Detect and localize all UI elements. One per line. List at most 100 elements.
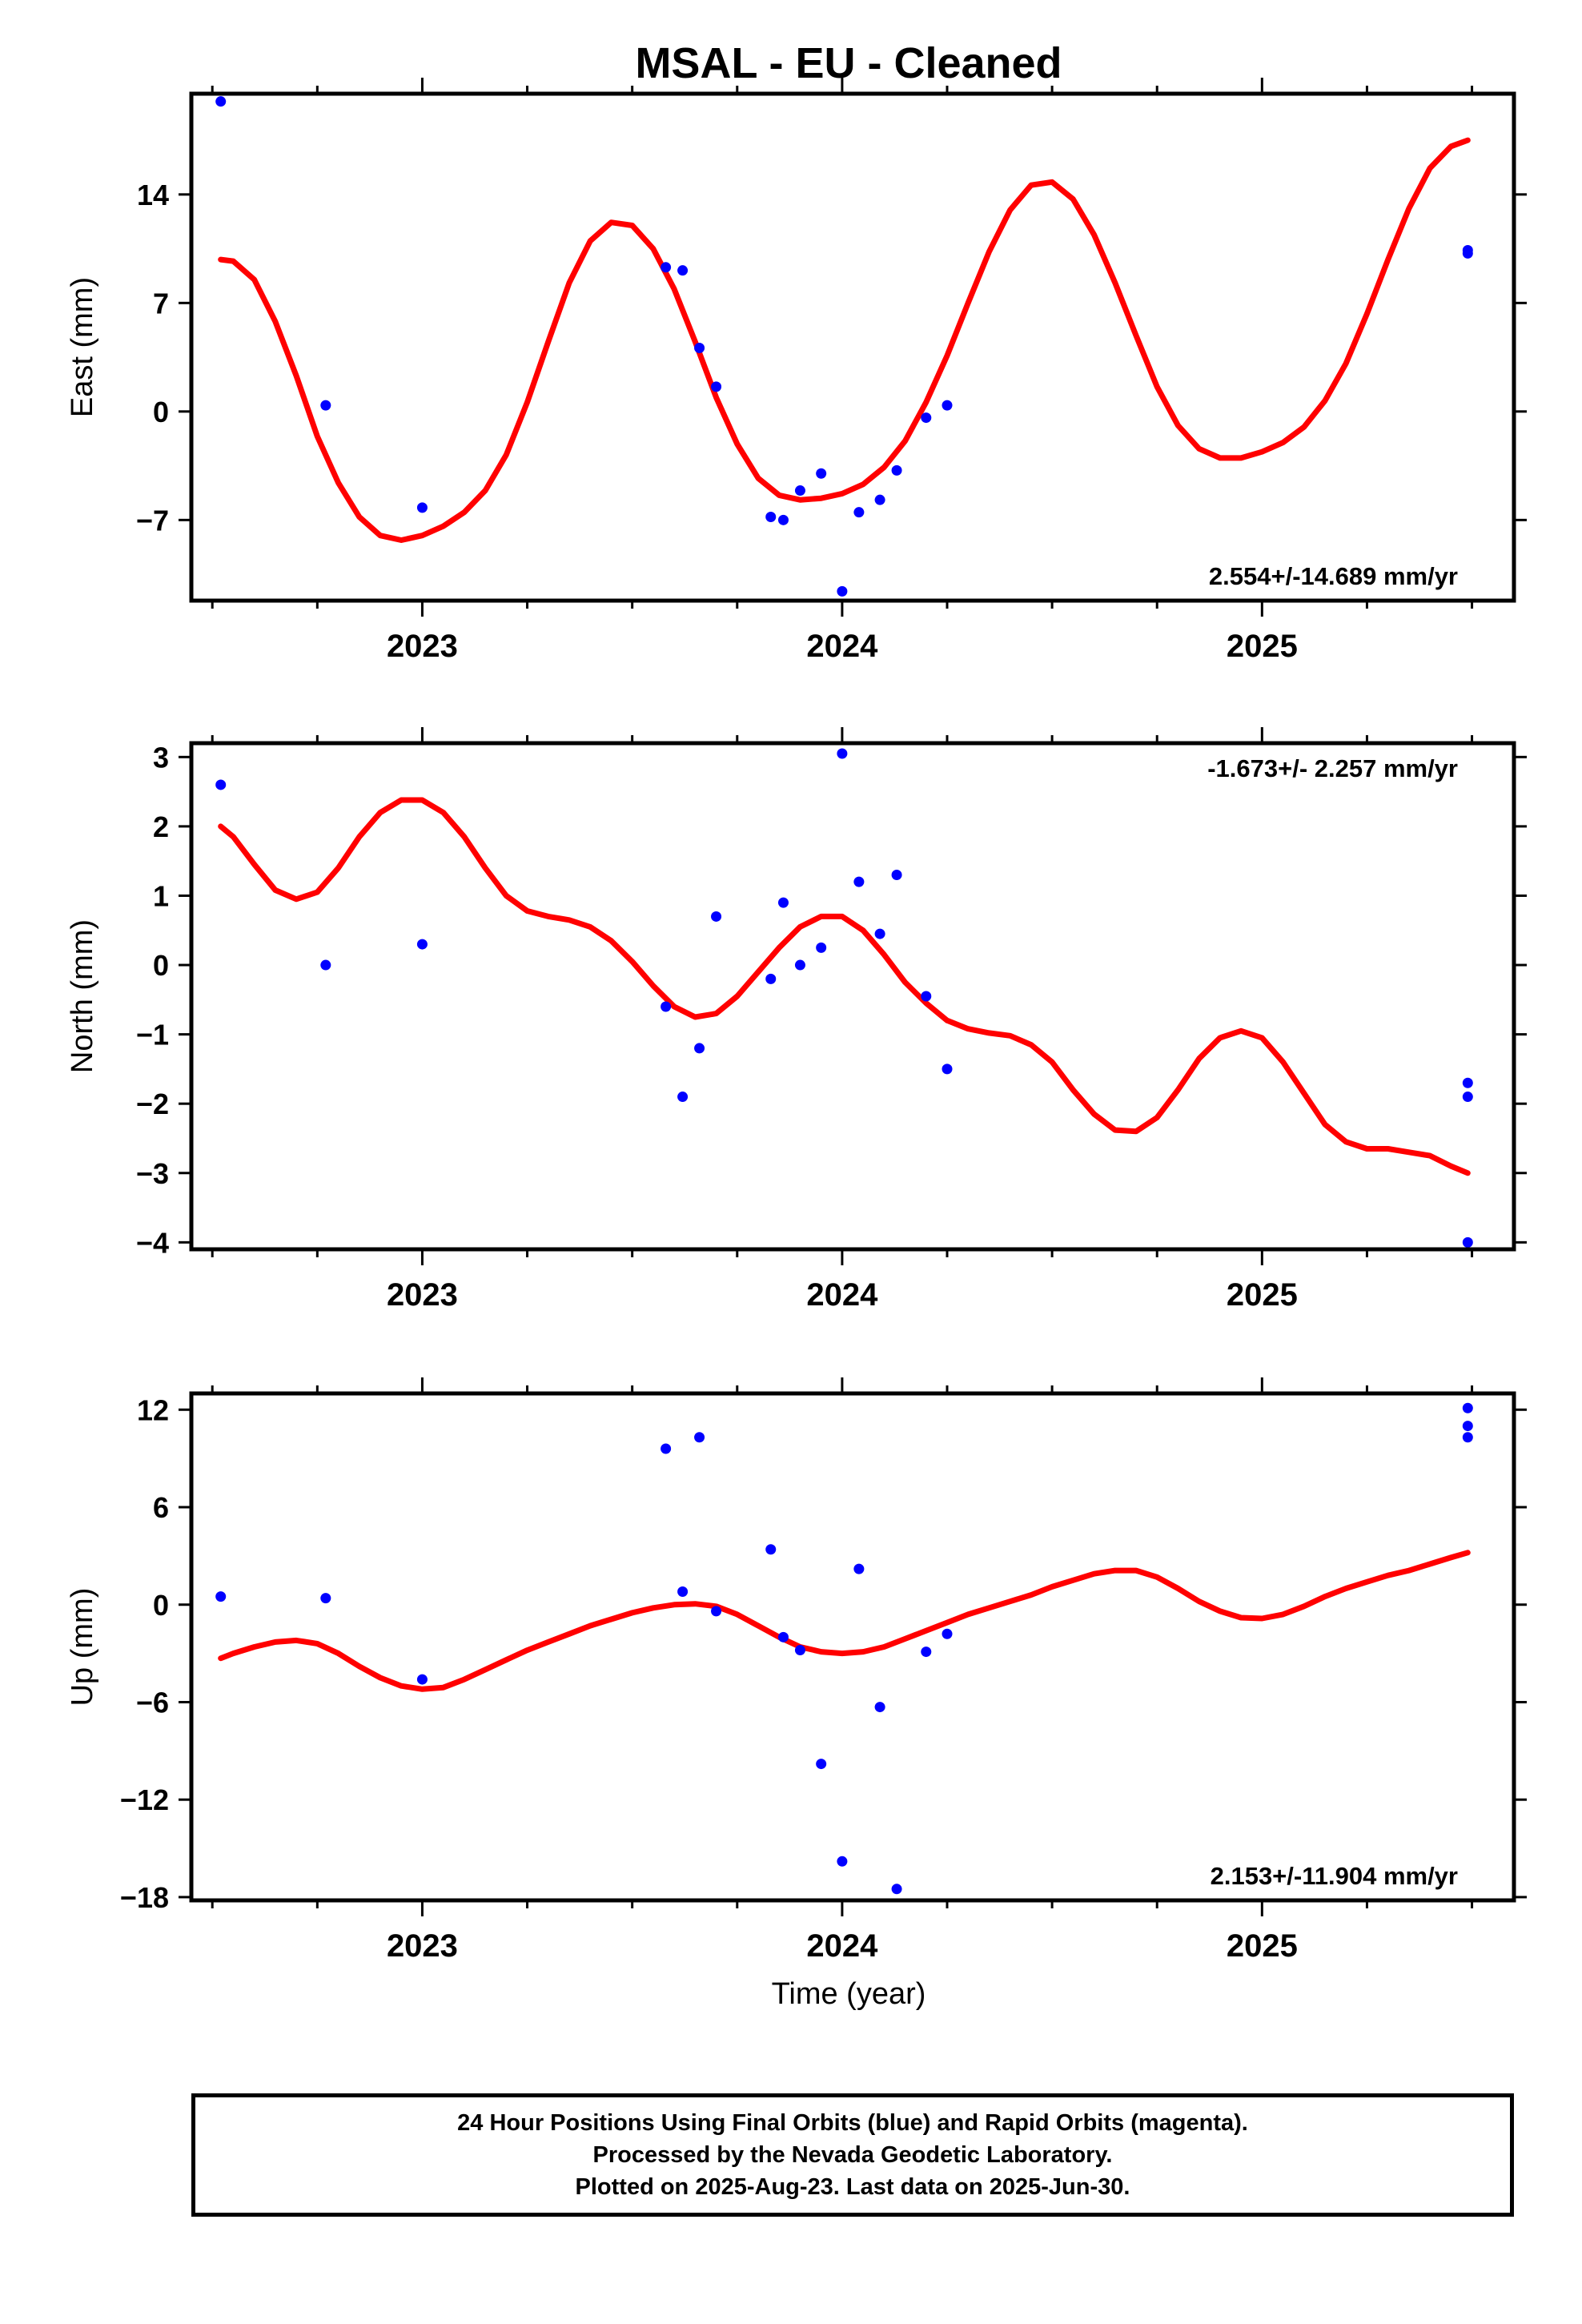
north-ytick-label: −1 [136,1019,169,1051]
north-xtick-label: 2023 [387,1277,458,1313]
up-data-point [891,1884,902,1895]
north-data-point [1462,1236,1473,1248]
north-panel: −4 −3 −2 −1 0 1 2 3 2023 2024 2025 North (mm) -1.673… [66,727,1527,1313]
north-data-point [1462,1077,1473,1088]
east-data-point [942,400,953,411]
east-plot-frame [189,91,1516,603]
up-data-point [1462,1421,1473,1432]
east-xtick-label: 2024 [806,629,878,664]
north-ytick-label: 0 [153,949,169,982]
up-ytick-label: −18 [120,1881,169,1914]
east-data-point [694,342,705,353]
up-data-point [853,1563,865,1574]
north-data-point [677,1092,689,1103]
north-data-point [1462,1092,1473,1103]
north-y-axis-label: North (mm) [66,919,99,1073]
north-data-point [215,779,227,790]
east-data-point [320,400,331,411]
footer-line-3: Plotted on 2025-Aug-23. Last data on 202… [575,2174,1130,2200]
north-ytick-label: 2 [153,810,169,843]
east-data-point [215,96,227,107]
east-data-point [891,464,902,476]
north-data-point [942,1063,953,1075]
up-data-point [661,1443,672,1454]
east-data-point [765,511,777,522]
up-xtick-label: 2024 [806,1928,878,1964]
east-xtick-label: 2025 [1227,629,1298,664]
east-data-point [711,381,722,392]
north-ytick-label: −3 [136,1157,169,1190]
north-data-point [853,876,865,887]
up-panel: −18 −12 −6 0 6 12 2023 2024 2025 Up (mm) 2.153+/-1… [66,1377,1527,1964]
north-data-point [694,1043,705,1054]
up-xtick-label: 2023 [387,1928,458,1964]
east-rate-label: 2.554+/-14.689 mm/yr [1209,562,1458,590]
up-data-point [416,1674,428,1685]
north-data-point [320,959,331,971]
east-ytick-label: 14 [137,179,169,211]
up-ytick-label: −6 [136,1686,169,1719]
east-data-point [661,262,672,273]
north-xtick-label: 2024 [806,1277,878,1313]
east-ytick-label: −7 [136,504,169,537]
up-data-point [777,1631,789,1642]
up-data-point [1462,1432,1473,1443]
east-data-point [416,502,428,513]
east-data-point [853,507,865,518]
north-ytick-label: −2 [136,1088,169,1120]
up-data-point [765,1544,777,1555]
up-data-point [837,1856,848,1867]
north-ytick-label: 1 [153,879,169,912]
north-data-point [416,939,428,950]
up-data-point [711,1606,722,1617]
east-xtick-label: 2023 [387,629,458,664]
east-y-axis-label: East (mm) [66,277,99,417]
footer-box: 24 Hour Positions Using Final Orbits (bl… [191,2093,1514,2217]
up-data-point [694,1432,705,1443]
north-data-point [711,911,722,922]
north-data-point [837,748,848,759]
footer-line-2: Processed by the Nevada Geodetic Laborat… [592,2142,1113,2168]
up-rate-label: 2.153+/-11.904 mm/yr [1211,1862,1458,1890]
up-xtick-label: 2025 [1227,1928,1298,1964]
north-plot-frame [189,741,1516,1252]
north-data-point [891,869,902,880]
north-data-point [794,959,805,971]
north-data-point [661,1001,672,1012]
east-data-point [794,485,805,497]
east-ytick-label: 7 [153,287,169,320]
up-data-point [320,1593,331,1604]
up-data-point [1462,1402,1473,1413]
up-data-point [816,1759,827,1770]
north-rate-label: -1.673+/- 2.257 mm/yr [1207,754,1458,782]
north-data-point [816,942,827,953]
north-data-point [921,991,932,1002]
north-xtick-label: 2025 [1227,1277,1298,1313]
north-ytick-label: 3 [153,741,169,774]
north-ytick-label: −4 [136,1226,169,1259]
north-data-point [874,928,885,939]
north-data-point [777,897,789,908]
north-model-curve [218,797,1471,1176]
up-data-point [215,1591,227,1602]
up-data-point [794,1645,805,1656]
up-y-axis-label: Up (mm) [66,1588,99,1707]
east-data-point [874,494,885,505]
up-data-point [677,1586,689,1598]
up-plot-frame [189,1391,1516,1903]
up-model-curve [218,1550,1471,1692]
up-ytick-label: 0 [153,1589,169,1622]
east-ytick-label: 0 [153,396,169,428]
up-data-point [942,1628,953,1639]
east-data-point [677,265,689,276]
east-data-point [1462,245,1473,256]
chart-title: MSAL - EU - Cleaned [635,39,1062,87]
north-data-point [765,973,777,984]
east-model-curve [218,137,1471,543]
east-data-point [777,514,789,525]
up-ytick-label: −12 [120,1783,169,1816]
up-ytick-label: 6 [153,1491,169,1524]
footer-line-1: 24 Hour Positions Using Final Orbits (bl… [457,2110,1248,2136]
east-data-point [921,412,932,424]
